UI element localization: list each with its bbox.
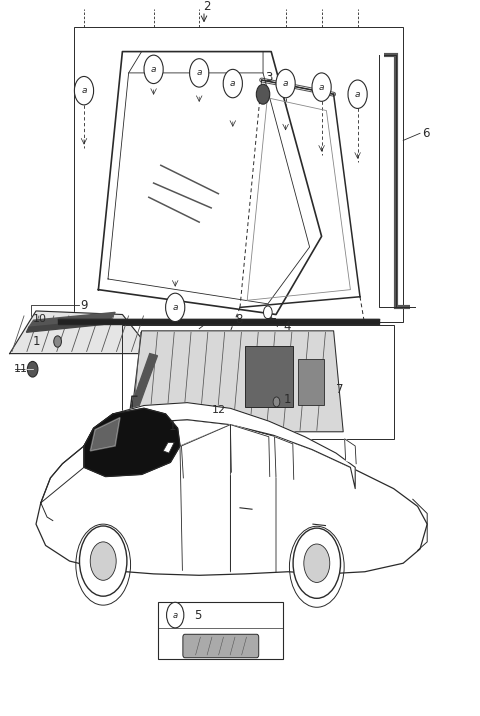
Polygon shape: [230, 425, 270, 477]
Circle shape: [166, 293, 185, 321]
Polygon shape: [36, 420, 427, 575]
Text: 9: 9: [81, 299, 88, 311]
Circle shape: [90, 542, 116, 580]
Polygon shape: [130, 331, 343, 432]
Bar: [74, 26, 403, 321]
Polygon shape: [163, 442, 174, 453]
Text: a: a: [319, 82, 324, 92]
Text: a: a: [355, 90, 360, 99]
Polygon shape: [98, 52, 322, 314]
Polygon shape: [129, 384, 146, 416]
Text: 1: 1: [284, 393, 292, 406]
Text: 7: 7: [336, 382, 344, 396]
Text: 1: 1: [169, 420, 177, 432]
Text: 4: 4: [283, 320, 291, 333]
Text: 1: 1: [33, 335, 40, 348]
Circle shape: [80, 526, 127, 596]
Circle shape: [167, 602, 184, 628]
Polygon shape: [26, 319, 109, 332]
Polygon shape: [10, 311, 154, 354]
Text: a: a: [230, 79, 236, 88]
Circle shape: [276, 69, 295, 98]
Polygon shape: [139, 354, 157, 386]
Text: 3: 3: [265, 72, 272, 84]
Circle shape: [293, 528, 340, 599]
Circle shape: [264, 306, 272, 319]
Circle shape: [27, 362, 38, 377]
Circle shape: [74, 77, 94, 105]
Polygon shape: [84, 408, 180, 477]
Polygon shape: [90, 417, 120, 451]
Polygon shape: [275, 437, 294, 480]
Circle shape: [256, 84, 270, 104]
Circle shape: [312, 73, 331, 102]
Bar: [245, 347, 293, 407]
Text: 10: 10: [33, 314, 47, 324]
Text: a: a: [173, 611, 178, 619]
Text: 2: 2: [203, 0, 210, 14]
Text: a: a: [283, 79, 288, 88]
Circle shape: [348, 80, 367, 108]
Text: 8: 8: [235, 313, 242, 326]
Circle shape: [144, 55, 163, 84]
Text: 6: 6: [422, 127, 430, 140]
Circle shape: [304, 544, 330, 582]
Bar: [158, 602, 283, 659]
Text: 12: 12: [212, 405, 226, 415]
Polygon shape: [345, 439, 356, 464]
Polygon shape: [58, 319, 379, 324]
Bar: [298, 359, 324, 405]
Circle shape: [190, 59, 209, 87]
Text: a: a: [151, 65, 156, 74]
Text: a: a: [196, 69, 202, 77]
Polygon shape: [181, 425, 230, 478]
Text: 5: 5: [194, 609, 202, 621]
FancyBboxPatch shape: [183, 634, 259, 658]
Polygon shape: [84, 402, 355, 488]
Circle shape: [273, 397, 280, 407]
Text: 11: 11: [13, 364, 27, 374]
Polygon shape: [29, 312, 115, 327]
Circle shape: [54, 336, 61, 347]
Text: a: a: [172, 303, 178, 312]
Text: a: a: [81, 86, 87, 95]
Bar: [122, 325, 394, 439]
Circle shape: [223, 69, 242, 98]
